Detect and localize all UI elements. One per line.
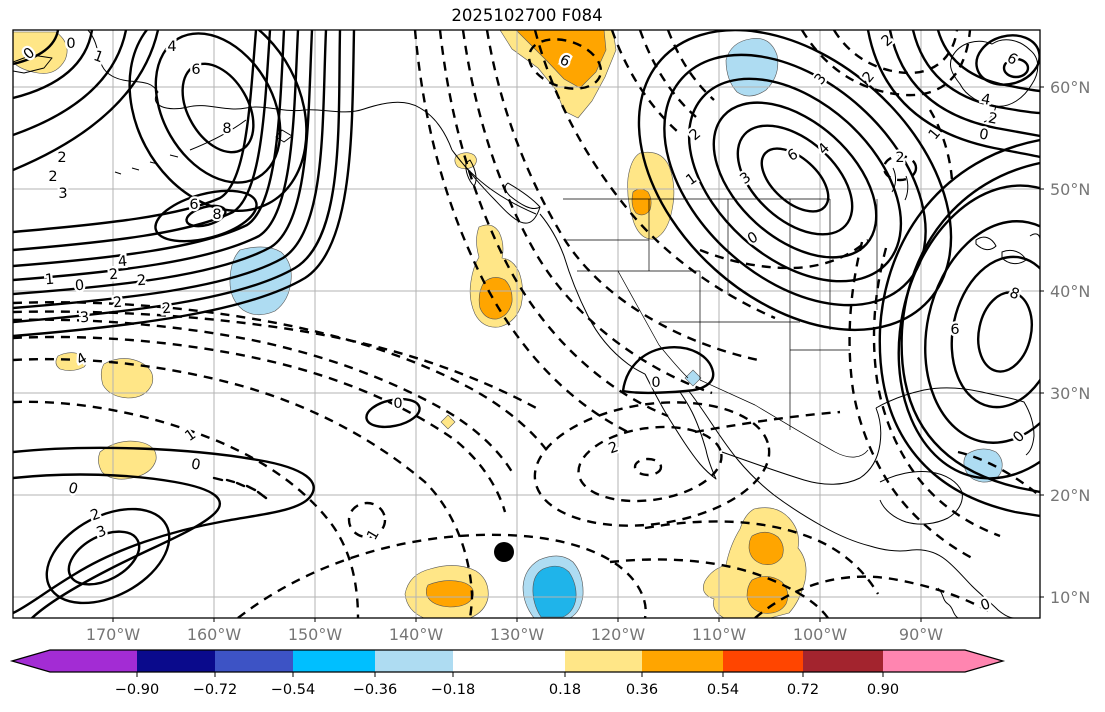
dashed-contours-layer <box>13 30 1040 618</box>
lat-tick-label: 10°N <box>1050 588 1090 607</box>
lon-tick-label: 140°W <box>389 625 444 644</box>
lon-tick-label: 100°W <box>793 625 848 644</box>
axis-tick-labels: 170°W 160°W 150°W 140°W 130°W 120°W 110°W 100°W… <box>86 78 1091 644</box>
contour-label: 0 <box>66 36 75 52</box>
contour-label: 4 <box>117 254 128 271</box>
contour-label: 2 <box>987 110 999 127</box>
contour-label: 4 <box>815 140 833 158</box>
colorbar-tick-label: −0.36 <box>353 682 397 698</box>
colorbar-segment <box>723 650 803 672</box>
contour-label: 0 <box>74 278 85 295</box>
anomaly-patch-orange <box>631 188 652 216</box>
figure-title: 2025102700 F084 <box>451 6 602 25</box>
colorbar-tick-label: −0.72 <box>193 682 237 698</box>
contour-label: 1 <box>182 427 199 445</box>
contour-label: 6 <box>189 197 198 213</box>
contour-label: 2 <box>136 273 147 290</box>
contour-label: 2 <box>895 150 904 166</box>
lat-tick-label: 30°N <box>1050 384 1090 403</box>
contour-label: 1 <box>91 48 105 66</box>
lon-tick-label: 160°W <box>187 625 242 644</box>
anomaly-patch-lightblue <box>725 38 779 97</box>
contour-label: 0 <box>745 229 761 247</box>
colorbar-tick-label: −0.54 <box>271 682 315 698</box>
colorbar-segment <box>803 650 883 672</box>
colorbar-tick-label: −0.90 <box>115 682 159 698</box>
contour-label: 3 <box>737 170 754 188</box>
lat-tick-label: 40°N <box>1050 282 1090 301</box>
lon-tick-label: 150°W <box>288 625 343 644</box>
contour-label: 0 <box>393 396 402 412</box>
colorbar-segment <box>215 650 293 672</box>
contour-label: 0 <box>190 456 202 473</box>
anomaly-patch-yellow <box>100 358 154 399</box>
colorbar-tick-label: 0.54 <box>707 682 739 698</box>
contour-label: 3 <box>79 310 90 327</box>
lon-tick-label: 130°W <box>490 625 545 644</box>
colorbar-tick-label: 0.18 <box>549 682 581 698</box>
contour-label: 1 <box>926 126 944 143</box>
storm-marker <box>494 542 514 562</box>
contour-label: 3 <box>58 186 67 202</box>
lon-tick-label: 170°W <box>86 625 141 644</box>
map-frame <box>12 29 1041 619</box>
contour-label: 0 <box>979 596 993 614</box>
contour-label: 0 <box>651 375 660 391</box>
contour-label: 2 <box>112 295 123 312</box>
colorbar-tick-label: −0.18 <box>431 682 475 698</box>
anomaly-patch-yellow <box>440 414 456 430</box>
contour-label: 6 <box>950 322 959 338</box>
colorbar: −0.90 −0.72 −0.54 −0.36 −0.18 0.18 0.36 0.54 0.7… <box>9 649 1006 698</box>
contour-label: 2 <box>48 169 57 185</box>
anomaly-patch-orange <box>746 576 789 614</box>
colorbar-segment <box>293 650 375 672</box>
contour-label: 6 <box>191 62 200 78</box>
contour-label: 2 <box>607 439 621 457</box>
anomaly-patch-orange <box>748 531 784 565</box>
anomaly-patch-cyan <box>532 565 577 618</box>
contour-label: 2 <box>860 69 878 86</box>
contour-label: 0 <box>1010 428 1028 446</box>
contour-label: 4 <box>167 39 176 55</box>
lon-tick-label: 90°W <box>899 625 943 644</box>
lat-tick-label: 60°N <box>1050 78 1090 97</box>
contour-label: 8 <box>222 121 231 137</box>
colorbar-segment <box>565 650 642 672</box>
anomaly-patch-lightblue <box>684 369 702 387</box>
lon-tick-label: 110°W <box>692 625 747 644</box>
graticule <box>13 30 1040 618</box>
anomaly-patch-orange <box>425 580 474 608</box>
contour-label: 2 <box>57 150 66 166</box>
black-dot-marker <box>494 542 514 562</box>
colorbar-segment <box>453 650 565 672</box>
contour-label: 2 <box>108 267 119 284</box>
colorbar-under-arrow <box>12 650 137 672</box>
solid-contours-layer <box>13 30 1040 618</box>
contour-label: 3 <box>812 71 830 88</box>
anomaly-patch-yellow <box>55 352 87 371</box>
colorbar-segment <box>642 650 723 672</box>
contour-label: 1 <box>364 527 382 543</box>
colorbar-tick-label: 0.72 <box>787 682 819 698</box>
shaded-anomaly-regions <box>13 30 1003 618</box>
colorbar-outline <box>9 649 1006 673</box>
colorbar-tick-label: 0.36 <box>626 682 658 698</box>
contour-label: 1 <box>44 272 55 289</box>
colorbar-segment <box>137 650 215 672</box>
lon-tick-label: 120°W <box>591 625 646 644</box>
colorbar-tick-label: 0.90 <box>867 682 899 698</box>
anomaly-patch-orange <box>515 30 607 89</box>
contour-label: 8 <box>212 207 221 223</box>
colorbar-over-arrow <box>883 650 1003 672</box>
lat-tick-label: 20°N <box>1050 486 1090 505</box>
contour-label: 2 <box>161 301 172 318</box>
lat-tick-label: 50°N <box>1050 180 1090 199</box>
anomaly-patch-orange <box>478 277 513 320</box>
contour-label: 0 <box>978 126 990 143</box>
colorbar-segment <box>375 650 453 672</box>
